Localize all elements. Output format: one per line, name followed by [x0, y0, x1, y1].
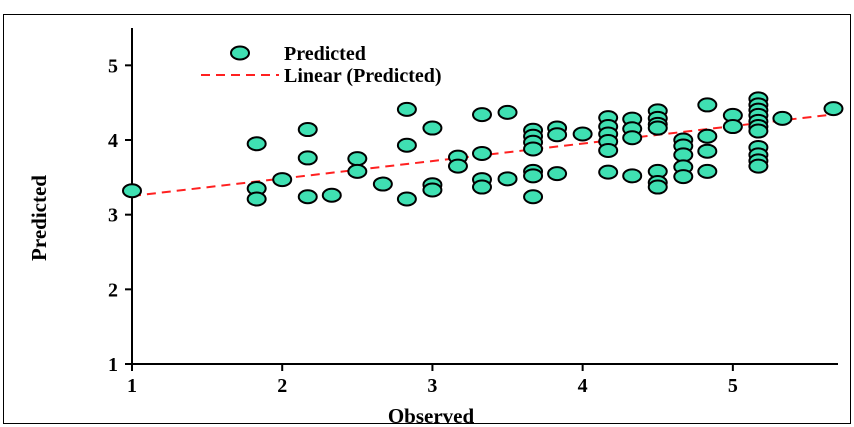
legend-label-trend: Linear (Predicted) — [284, 65, 442, 87]
y-tick-label: 2 — [108, 279, 118, 301]
data-point — [523, 168, 544, 184]
legend-label-predicted: Predicted — [284, 43, 366, 65]
data-point — [697, 163, 718, 179]
data-point — [622, 168, 643, 184]
legend: Predicted Linear (Predicted) — [201, 43, 442, 87]
data-point — [422, 182, 443, 198]
data-point — [497, 171, 518, 187]
trendline-group — [131, 112, 839, 197]
data-point — [748, 123, 769, 139]
data-point — [347, 163, 368, 179]
x-tick-label: 1 — [127, 375, 137, 397]
data-point — [321, 187, 342, 203]
y-tick-label: 4 — [108, 130, 118, 152]
data-point — [598, 142, 619, 158]
y-axis-title: Predicted — [27, 175, 51, 261]
data-point — [823, 101, 844, 117]
data-point — [471, 179, 492, 195]
data-point — [697, 128, 718, 144]
data-point — [572, 126, 593, 142]
data-point — [772, 110, 793, 126]
data-points — [122, 91, 844, 207]
data-point — [347, 151, 368, 167]
y-tick-label: 5 — [108, 55, 118, 77]
data-point — [497, 104, 518, 120]
data-point — [471, 107, 492, 123]
legend-marker-predicted — [230, 45, 250, 61]
data-point — [447, 158, 468, 174]
data-point — [272, 172, 293, 188]
y-tick-label: 3 — [108, 205, 118, 227]
data-point — [547, 127, 568, 143]
data-point — [297, 122, 318, 138]
data-point — [471, 145, 492, 161]
data-point — [297, 189, 318, 205]
data-point — [697, 97, 718, 113]
data-point — [673, 169, 694, 185]
data-point — [547, 166, 568, 182]
data-point — [422, 120, 443, 136]
data-point — [372, 176, 393, 192]
data-point — [246, 191, 267, 207]
axes: 1 2 3 4 5 1 2 3 4 5 — [108, 28, 838, 397]
data-point — [748, 158, 769, 174]
y-tick-label: 1 — [108, 354, 118, 376]
x-axis-title: Observed — [388, 404, 475, 423]
data-point — [122, 183, 142, 199]
data-point — [697, 143, 718, 159]
data-point — [396, 137, 417, 153]
data-point — [297, 150, 318, 166]
data-point — [523, 141, 544, 157]
data-point — [598, 164, 619, 180]
x-tick-label: 5 — [728, 375, 738, 397]
data-point — [647, 120, 668, 136]
x-tick-label: 2 — [277, 375, 287, 397]
data-point — [647, 179, 668, 195]
trendline — [131, 112, 839, 197]
data-point — [396, 101, 417, 117]
data-point — [722, 119, 743, 135]
data-point — [523, 189, 544, 205]
data-point — [396, 191, 417, 207]
x-tick-label: 4 — [578, 375, 588, 397]
data-point — [246, 136, 267, 152]
x-tick-label: 3 — [427, 375, 437, 397]
data-point — [622, 130, 643, 146]
